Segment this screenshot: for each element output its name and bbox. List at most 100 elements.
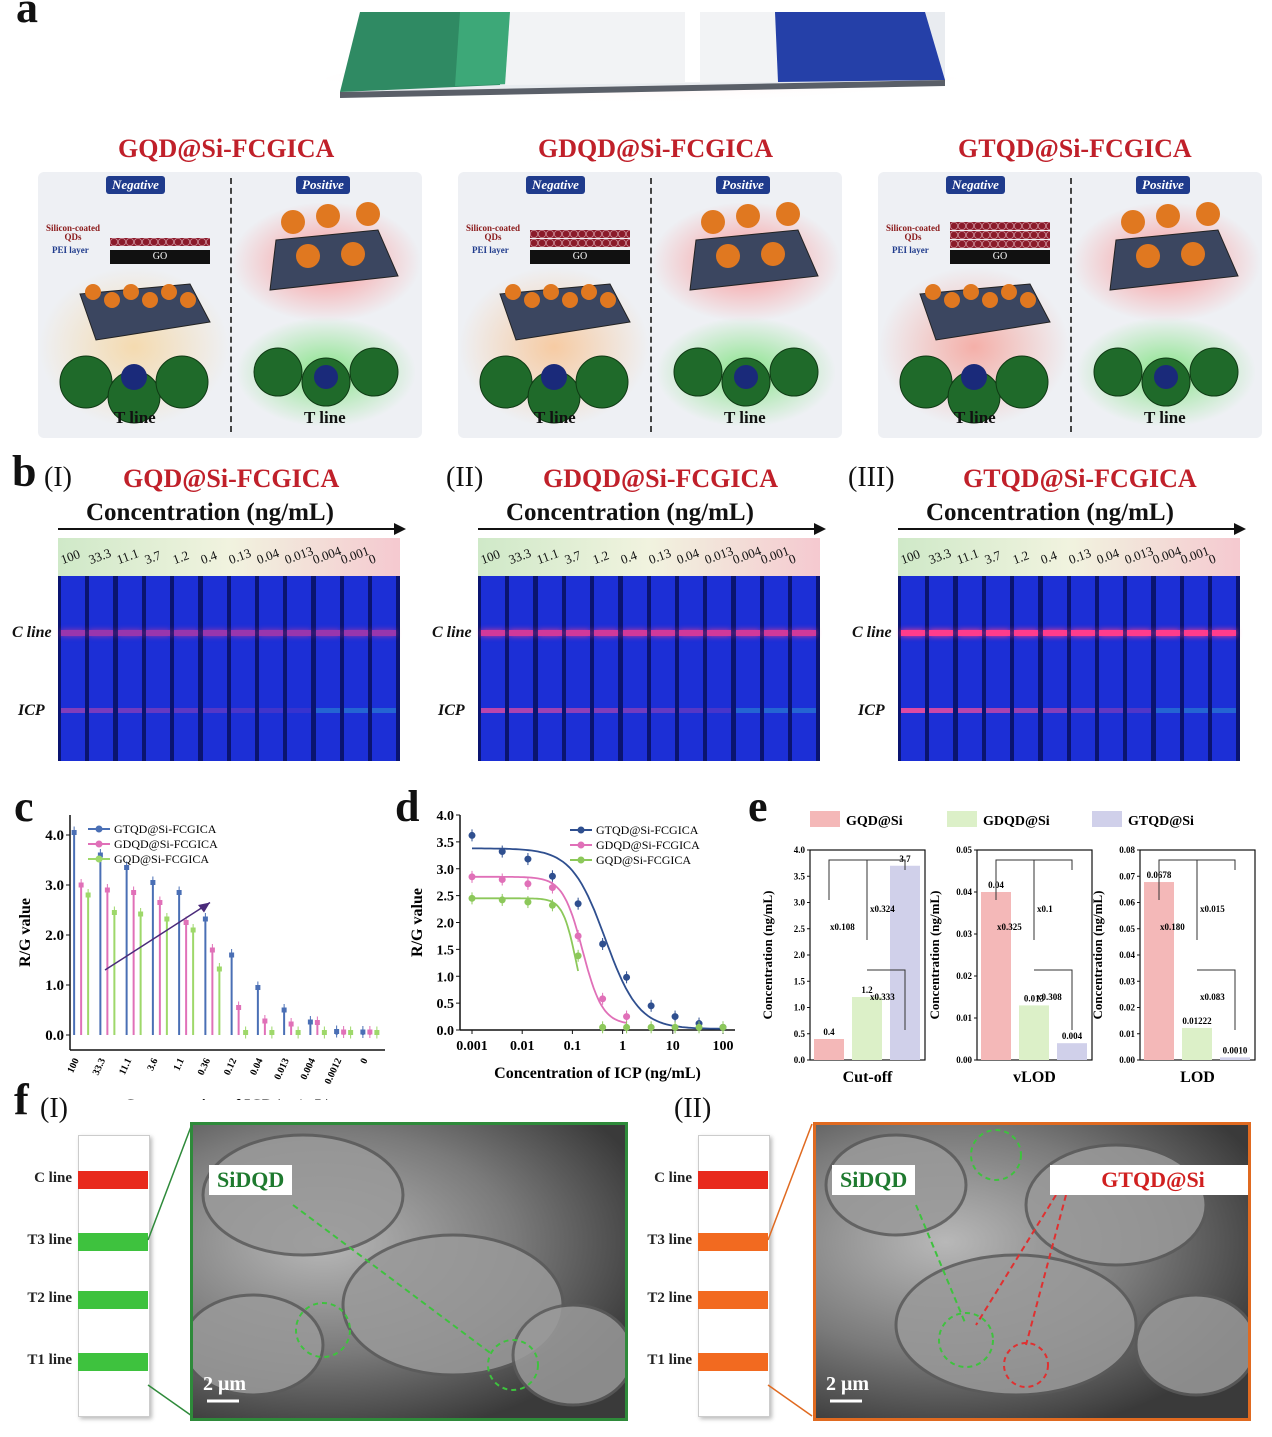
concentration-label: 0.4 — [1038, 547, 1059, 568]
concentration-label: 11.1 — [534, 545, 561, 568]
ratio-label: x0.015 — [1200, 904, 1225, 914]
line-band — [78, 1233, 148, 1251]
test-strip — [957, 576, 982, 761]
c-line-band — [594, 630, 619, 636]
c-line-band — [145, 630, 170, 636]
test-strip — [230, 576, 255, 761]
t-line-band — [650, 708, 675, 713]
data-point — [524, 855, 532, 863]
concentration-label: 11.1 — [954, 545, 981, 568]
bar-value-label: 0.4 — [823, 1027, 835, 1037]
bar-value-label: 3.7 — [899, 854, 911, 864]
concentration-band: 100 33.3 11.1 3.7 1.2 0.4 0.13 0.04 0.013 0.004 0.… — [478, 538, 820, 576]
ratio-label: x0.180 — [1160, 922, 1185, 932]
x-tick-label: 0.0012 — [323, 1057, 345, 1087]
bar — [1019, 1005, 1049, 1060]
line-band — [78, 1291, 148, 1309]
x-axis-label: Concentration of ICP (ng/mL) — [124, 1097, 331, 1100]
line-label: T1 line — [647, 1352, 692, 1368]
line-band — [698, 1233, 768, 1251]
line-label: C line — [34, 1170, 72, 1186]
concentration-label: 3.7 — [562, 547, 583, 568]
concentration-label: 33.3 — [506, 545, 534, 568]
test-strip — [901, 576, 925, 761]
t-line-label-negative: T line — [534, 408, 576, 427]
ratio-label: x0.308 — [1037, 992, 1062, 1002]
concentration-label: 0.04 — [674, 545, 702, 568]
y-axis-label: Concentration (ng/mL) — [1090, 891, 1105, 1020]
bar — [1182, 1027, 1212, 1060]
line-band — [698, 1171, 768, 1189]
y-tick-label: 3.5 — [437, 836, 455, 851]
legend-marker — [577, 841, 585, 849]
legend-label: GQD@Si — [846, 814, 903, 829]
t-line-band — [145, 708, 170, 713]
c-line-band — [230, 630, 255, 636]
c-line-band — [344, 630, 368, 636]
y-axis-label: R/G value — [409, 888, 426, 957]
concentration-label: 100 — [478, 546, 502, 568]
c-line-band — [707, 630, 732, 636]
test-strip — [1184, 576, 1208, 761]
c-line-band — [1014, 630, 1039, 636]
y-tick-label: 0.01 — [1119, 1029, 1135, 1039]
t-line-band — [287, 708, 312, 713]
fit-curve — [472, 897, 579, 972]
c-line-band — [372, 630, 397, 636]
test-strip — [117, 576, 142, 761]
data-point — [524, 898, 532, 906]
c-line-band — [315, 630, 340, 636]
divider — [1070, 178, 1072, 432]
c-line-band — [1155, 630, 1180, 636]
fit-curve — [472, 847, 724, 1030]
mechanism-illustration — [879, 202, 1261, 427]
data-point — [695, 1023, 703, 1031]
y-tick-label: 3.0 — [45, 878, 64, 894]
t-line-band — [622, 708, 647, 713]
t-line-band — [957, 708, 982, 713]
t-line-band — [565, 708, 590, 713]
group-roman: (III) — [848, 462, 895, 493]
c-line-band — [202, 630, 227, 636]
ratio-label: x0.1 — [1037, 904, 1053, 914]
test-strip — [929, 576, 954, 761]
c-line-band — [735, 630, 760, 636]
concentration-label: 0 — [1206, 550, 1218, 568]
concentration-label: 0.04 — [1094, 545, 1122, 568]
negative-pill: Negative — [946, 176, 1005, 194]
t-line-label-negative: T line — [114, 408, 156, 427]
test-strip — [594, 576, 619, 761]
x-axis-label: Concentration of ICP (ng/mL) — [494, 1065, 701, 1082]
mechanism-illustration — [39, 202, 421, 427]
test-strip — [202, 576, 227, 761]
concentration-label: 0 — [786, 550, 798, 568]
test-strip — [145, 576, 170, 761]
legend-marker — [95, 855, 103, 863]
x-tick-label: 0.1 — [564, 1039, 582, 1054]
concentration-label: 0.13 — [646, 545, 674, 568]
y-tick-label: 4.0 — [437, 809, 455, 824]
test-strip — [1212, 576, 1237, 761]
gtqd-tag: GTQD@Si — [1050, 1165, 1248, 1195]
bar — [1144, 882, 1174, 1060]
data-point — [548, 872, 556, 880]
t-line-band — [985, 708, 1010, 713]
comparison-bracket — [1034, 969, 1073, 1030]
y-tick-label: 1.0 — [794, 1003, 806, 1013]
x-tick-label: 1 — [619, 1039, 626, 1054]
y-tick-label: 0.06 — [1119, 898, 1135, 908]
y-tick-label: 1.5 — [437, 943, 455, 958]
y-tick-label: 0.03 — [956, 929, 972, 939]
data-point — [671, 1013, 679, 1021]
data-point — [623, 973, 631, 981]
t-line-band — [901, 708, 925, 713]
y-tick-label: 0.04 — [1119, 950, 1135, 960]
y-tick-label: 3.0 — [794, 898, 806, 908]
x-tick-label: 3.6 — [145, 1057, 160, 1073]
concentration-label: 33.3 — [86, 545, 114, 568]
legend-swatch — [1092, 811, 1122, 827]
x-tick-label: 0.04 — [248, 1057, 265, 1078]
qd-layer — [110, 238, 210, 246]
y-tick-label: 2.0 — [437, 917, 455, 932]
